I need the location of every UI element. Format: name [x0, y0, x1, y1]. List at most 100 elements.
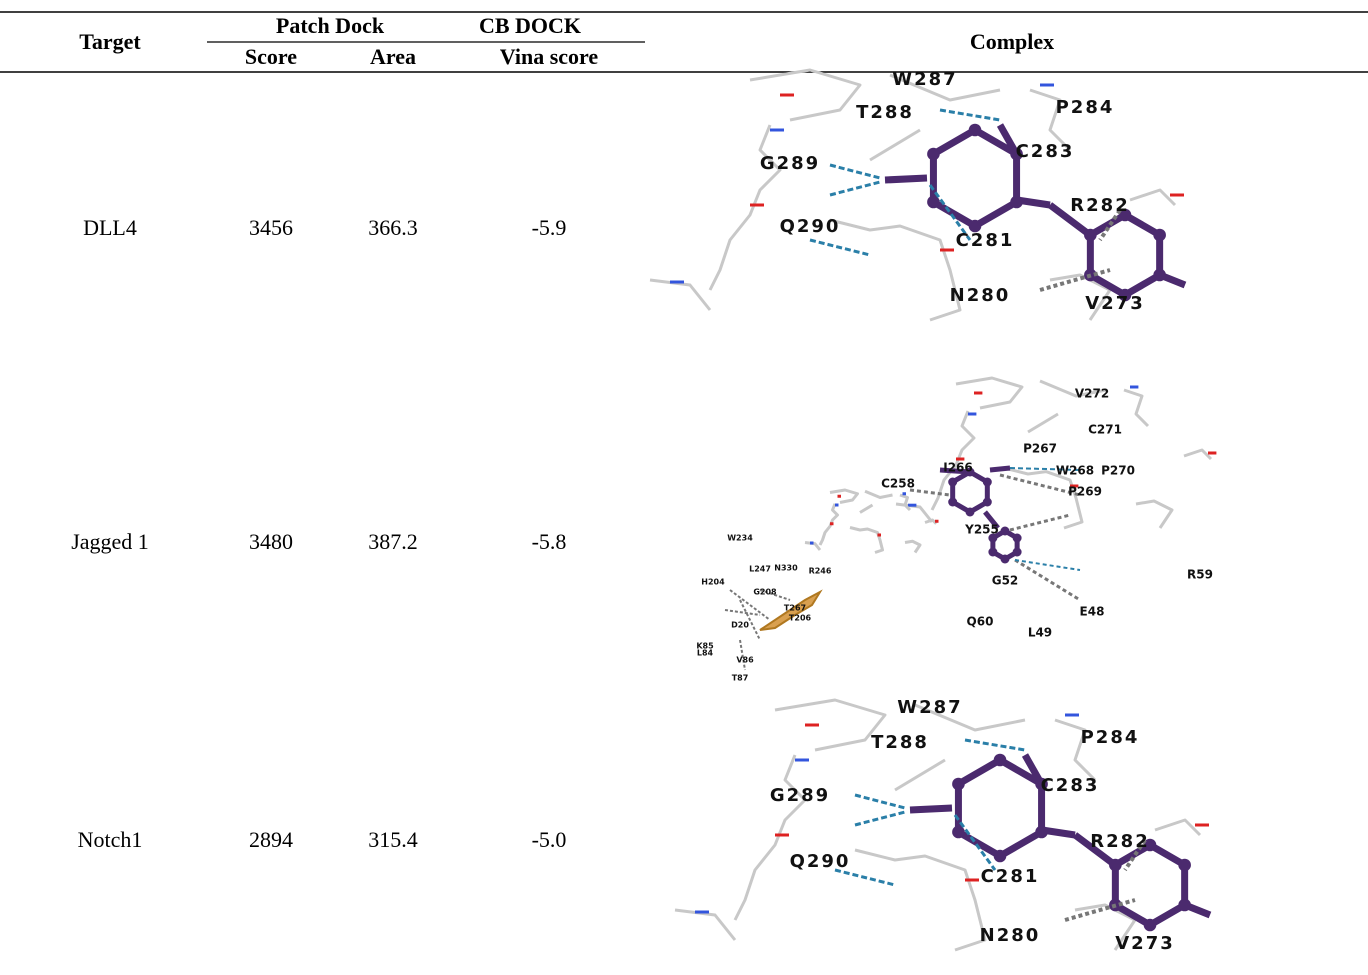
residue-label: R282: [1090, 831, 1149, 852]
residue-stick: [710, 125, 780, 290]
residue-label: N280: [980, 925, 1041, 946]
ligand-atom: [1013, 548, 1022, 557]
residue-label: T288: [856, 102, 914, 123]
interaction: [830, 182, 880, 195]
interaction: [810, 240, 870, 255]
cell: -5.0: [532, 827, 567, 852]
cell: 387.2: [368, 529, 418, 554]
residue-stick: [1028, 414, 1058, 432]
ligand-atom: [969, 124, 982, 137]
interaction: [855, 795, 905, 808]
residue-label: P284: [1081, 727, 1140, 748]
residue-stick: [830, 490, 858, 503]
ligand-atom: [1153, 229, 1166, 242]
cell: Jagged 1: [71, 529, 149, 554]
residue-label: C283: [1041, 775, 1100, 796]
ligand-ring: [958, 760, 1041, 856]
residue-label: T206: [789, 614, 812, 623]
residue-label: Q290: [780, 216, 841, 237]
residue-stick: [750, 70, 860, 120]
residue-label: Q290: [790, 851, 851, 872]
cell: -5.9: [532, 215, 567, 240]
residue-label: Y255: [964, 523, 999, 537]
residue-label: W287: [897, 697, 962, 718]
ligand-atom: [994, 754, 1007, 767]
header-cell: Complex: [970, 29, 1054, 54]
ligand-bond: [1160, 275, 1185, 285]
interaction: [965, 740, 1025, 750]
cell: DLL4: [83, 215, 137, 240]
residue-label: V273: [1085, 293, 1145, 314]
interaction: [910, 490, 950, 495]
residue-label: T267: [784, 604, 806, 613]
ligand-ring: [953, 472, 988, 512]
ligand-atom: [1178, 859, 1191, 872]
table-page: Target Patch Dock CB DOCK Score Area Vin…: [0, 0, 1368, 975]
ligand-atom: [966, 508, 975, 517]
ligand-bond: [1017, 200, 1050, 205]
ligand-bond: [1042, 830, 1075, 835]
residue-stick: [1136, 501, 1172, 528]
cell: -5.8: [532, 529, 567, 554]
ligand-atom: [994, 850, 1007, 863]
cell: Notch1: [78, 827, 143, 852]
residue-label: R246: [809, 567, 832, 576]
residue-stick: [900, 495, 910, 510]
ligand-atom: [1001, 555, 1010, 564]
residue-stick: [870, 130, 920, 160]
header-group: Patch Dock: [276, 13, 385, 38]
residue-stick: [925, 520, 936, 524]
residue-label: C271: [1088, 423, 1122, 437]
cell: 366.3: [368, 215, 418, 240]
header-cell: Score: [245, 44, 297, 69]
residue-stick: [1130, 190, 1175, 205]
residue-label: L49: [1028, 626, 1052, 640]
residue-stick: [860, 505, 873, 513]
residue-label: W287: [892, 69, 957, 90]
residue-label: Q60: [967, 615, 994, 629]
header-cell: Vina score: [500, 44, 599, 69]
ligand-atom: [1013, 534, 1022, 543]
ligand-bond: [910, 808, 952, 810]
header-cell: Area: [370, 44, 416, 69]
residue-stick: [735, 755, 805, 920]
ligand-atom: [983, 478, 992, 487]
residue-label: G52: [992, 574, 1019, 588]
residue-label: C283: [1016, 141, 1075, 162]
ligand-atom: [948, 498, 957, 507]
residue-label: E48: [1080, 605, 1105, 619]
cell: 2894: [249, 827, 293, 852]
residue-label: W268: [1056, 464, 1094, 478]
ligand-atom: [988, 548, 997, 557]
residue-stick: [1155, 820, 1200, 835]
residue-label: W234: [727, 534, 753, 543]
residue-stick: [675, 910, 735, 940]
interaction: [855, 812, 905, 825]
ligand-atom: [1001, 527, 1010, 536]
residue-label: P269: [1068, 485, 1102, 499]
residue-label: C281: [956, 230, 1015, 251]
interaction: [830, 165, 880, 178]
interaction: [1015, 560, 1080, 600]
residue-label: G289: [770, 785, 830, 806]
ligand-ring: [1090, 215, 1159, 295]
residue-label: I266: [943, 461, 973, 475]
interaction: [835, 870, 895, 885]
residue-stick: [905, 541, 920, 552]
residue-label: T87: [732, 674, 749, 683]
residue-label: V86: [736, 656, 754, 665]
residue-stick: [895, 760, 945, 790]
ligand-ring: [1115, 845, 1184, 925]
residue-stick: [1184, 450, 1211, 459]
residue-label: H204: [701, 578, 725, 587]
residue-label: N330: [774, 564, 798, 573]
ligand-ring: [933, 130, 1016, 226]
residue-label: R59: [1187, 568, 1213, 582]
ligand-atom: [1144, 919, 1157, 932]
ligand-atom: [952, 778, 965, 791]
cell: 315.4: [368, 827, 418, 852]
residue-stick: [650, 280, 710, 310]
residue-label: T288: [871, 732, 929, 753]
residue-label: N280: [950, 285, 1011, 306]
residue-label: V272: [1075, 387, 1109, 401]
